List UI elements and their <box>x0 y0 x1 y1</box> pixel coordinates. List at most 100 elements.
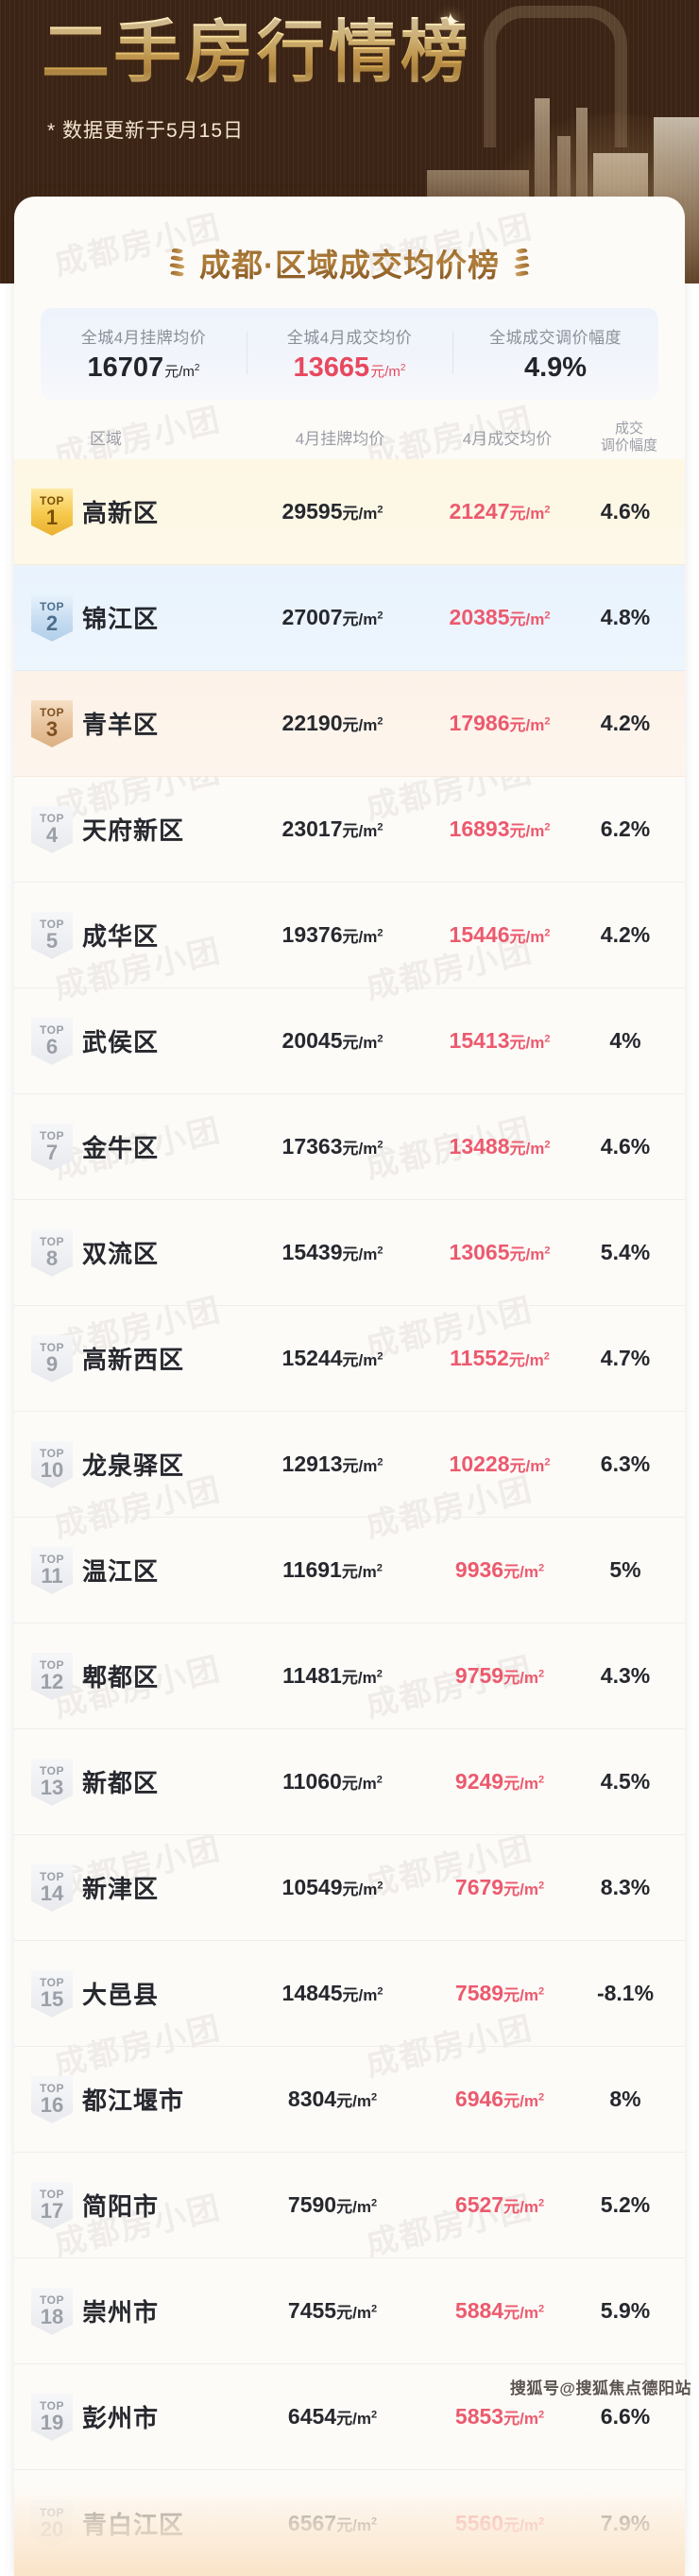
rank-badge-number: 18 <box>40 2305 64 2329</box>
building-roof-shape <box>484 6 627 147</box>
table-row[interactable]: TOP 9 高新西区 15244元/m2 11552元/m2 4.7% <box>14 1306 685 1413</box>
table-row[interactable]: TOP 5 成华区 19376元/m2 15446元/m2 4.2% <box>14 883 685 989</box>
unit-label: 元/m2 <box>342 821 384 841</box>
column-header-change: 成交 调价幅度 <box>590 421 668 454</box>
unit-label: 元/m2 <box>503 1985 545 2005</box>
cell-region: 都江堰市 <box>82 2087 185 2116</box>
rank-badge-prefix: TOP <box>40 2188 64 2202</box>
rank-badge-number: 1 <box>45 506 59 530</box>
rank-badge: TOP 15 <box>31 1969 73 2018</box>
cell-deal-price: 9249元/m2 <box>454 1769 545 1795</box>
cell-listing-price: 6454元/m2 <box>287 2404 378 2430</box>
table-row[interactable]: TOP 17 简阳市 7590元/m2 6527元/m2 5.2% <box>14 2153 685 2259</box>
cell-region: 温江区 <box>82 1557 160 1587</box>
rank-badge-number: 13 <box>40 1776 64 1800</box>
cell-change: 4.6% <box>600 1134 651 1159</box>
rank-badge-prefix: TOP <box>40 494 64 508</box>
table-row[interactable]: TOP 11 温江区 11691元/m2 9936元/m2 5% <box>14 1518 685 1624</box>
column-header-deal-price: 4月成交均价 <box>462 430 553 449</box>
rank-badge: TOP 9 <box>31 1334 73 1382</box>
table-row[interactable]: TOP 15 大邑县 14845元/m2 7589元/m2 -8.1% <box>14 1941 685 2048</box>
table-row[interactable]: TOP 6 武侯区 20045元/m2 15413元/m2 4% <box>14 988 685 1095</box>
rank-badge-number: 8 <box>45 1246 59 1271</box>
table-row[interactable]: TOP 20 青白江区 6567元/m2 5560元/m2 7.9% <box>14 2470 685 2576</box>
rank-badge: TOP 14 <box>31 1863 73 1912</box>
summary-label: 全城4月挂牌均价 <box>80 329 207 347</box>
rank-badge-prefix: TOP <box>40 2505 64 2519</box>
table-row[interactable]: TOP 1 高新区 29595元/m2 21247元/m2 4.6% <box>14 459 685 566</box>
unit-label: 元/m2 <box>509 610 551 629</box>
summary-stat-change: 全城成交调价幅度 4.9% <box>452 324 658 382</box>
rank-badge: TOP 13 <box>31 1758 73 1806</box>
rank-badge-prefix: TOP <box>40 1129 64 1143</box>
unit-label: 元/m2 <box>336 2303 378 2323</box>
cell-region: 成华区 <box>82 922 160 952</box>
table-row[interactable]: TOP 14 新津区 10549元/m2 7679元/m2 8.3% <box>14 1835 685 1942</box>
rank-badge-prefix: TOP <box>40 1553 64 1567</box>
summary-stat-listing: 全城4月挂牌均价 16707元/m2 <box>41 324 247 382</box>
table-row[interactable]: TOP 18 崇州市 7455元/m2 5884元/m2 5.9% <box>14 2258 685 2365</box>
table-row[interactable]: TOP 3 青羊区 22190元/m2 17986元/m2 4.2% <box>14 671 685 778</box>
cell-change: 8% <box>609 2087 641 2112</box>
ranking-card: 成都房小团 成都房小团 成都房小团 成都房小团 成都房小团 成都房小团 成都房小… <box>14 197 685 2576</box>
rank-badge-number: 12 <box>40 1670 64 1694</box>
unit-label: 元/m2 <box>342 1245 384 1264</box>
unit-label: 元/m2 <box>503 2091 545 2111</box>
table-row[interactable]: TOP 12 郫都区 11481元/m2 9759元/m2 4.3% <box>14 1623 685 1730</box>
unit-label: 元/m2 <box>508 1350 550 1370</box>
unit-label: 元/m2 <box>503 1774 545 1794</box>
table-row[interactable]: TOP 4 天府新区 23017元/m2 16893元/m2 6.2% <box>14 777 685 884</box>
wheat-ornament-icon <box>167 247 186 279</box>
cell-deal-price: 9936元/m2 <box>454 1557 545 1583</box>
cell-change: 4.3% <box>600 1663 651 1689</box>
cell-change: 5.4% <box>600 1240 651 1265</box>
unit-label: 元/m2 <box>509 821 551 841</box>
sparkle-icon: ✦ <box>440 9 461 34</box>
cell-change: 7.9% <box>600 2510 651 2535</box>
cell-listing-price: 8304元/m2 <box>287 2087 378 2112</box>
cell-region: 金牛区 <box>82 1134 160 1163</box>
unit-label: 元/m2 <box>342 504 384 524</box>
cell-region: 天府新区 <box>82 816 185 846</box>
unit-label: 元/m2 <box>342 1350 384 1370</box>
cell-change: 4% <box>609 1028 641 1054</box>
cell-deal-price: 6527元/m2 <box>454 2192 545 2218</box>
rank-badge: TOP 11 <box>31 1546 73 1594</box>
rank-badge-number: 10 <box>40 1458 64 1483</box>
table-row[interactable]: TOP 2 锦江区 27007元/m2 20385元/m2 4.8% <box>14 565 685 672</box>
rank-badge-number: 3 <box>45 717 59 742</box>
cell-deal-price: 15446元/m2 <box>449 922 551 948</box>
cell-listing-price: 17363元/m2 <box>281 1134 384 1159</box>
unit-label: 元/m2 <box>509 1033 551 1053</box>
table-row[interactable]: TOP 7 金牛区 17363元/m2 13488元/m2 4.6% <box>14 1094 685 1201</box>
rank-badge-prefix: TOP <box>40 918 64 932</box>
rank-badge-number: 17 <box>40 2199 64 2224</box>
cell-listing-price: 11691元/m2 <box>282 1557 383 1583</box>
unit-label: 元/m2 <box>336 2409 378 2429</box>
rank-badge-number: 15 <box>40 1987 64 2012</box>
summary-value: 16707元/m2 <box>87 352 200 383</box>
unit-label: 元/m2 <box>503 1880 545 1899</box>
unit-label: 元/m2 <box>342 927 384 947</box>
table-row[interactable]: TOP 8 双流区 15439元/m2 13065元/m2 5.4% <box>14 1200 685 1307</box>
cell-deal-price: 6946元/m2 <box>454 2087 545 2112</box>
rank-badge-prefix: TOP <box>40 1658 64 1673</box>
table-row[interactable]: TOP 16 都江堰市 8304元/m2 6946元/m2 8% <box>14 2047 685 2154</box>
table-row[interactable]: TOP 13 新都区 11060元/m2 9249元/m2 4.5% <box>14 1729 685 1836</box>
rank-badge-prefix: TOP <box>40 812 64 826</box>
unit-label: 元/m2 <box>503 1668 545 1688</box>
update-note: * 数据更新于5月15日 <box>47 120 245 142</box>
rank-badge: TOP 4 <box>31 805 73 853</box>
rank-badge: TOP 2 <box>31 593 73 642</box>
rank-badge-number: 20 <box>40 2516 64 2541</box>
cell-listing-price: 11481元/m2 <box>282 1663 383 1689</box>
cell-deal-price: 7589元/m2 <box>454 1981 545 2006</box>
table-row[interactable]: TOP 10 龙泉驿区 12913元/m2 10228元/m2 6.3% <box>14 1412 685 1519</box>
rank-badge-prefix: TOP <box>40 1023 64 1038</box>
cell-region: 郫都区 <box>82 1663 160 1692</box>
cell-region: 双流区 <box>82 1240 160 1269</box>
cell-region: 新津区 <box>82 1875 160 1904</box>
unit-label: 元/m2 <box>341 1668 383 1688</box>
unit-label: 元/m2 <box>503 2409 545 2429</box>
cell-deal-price: 20385元/m2 <box>449 605 551 630</box>
